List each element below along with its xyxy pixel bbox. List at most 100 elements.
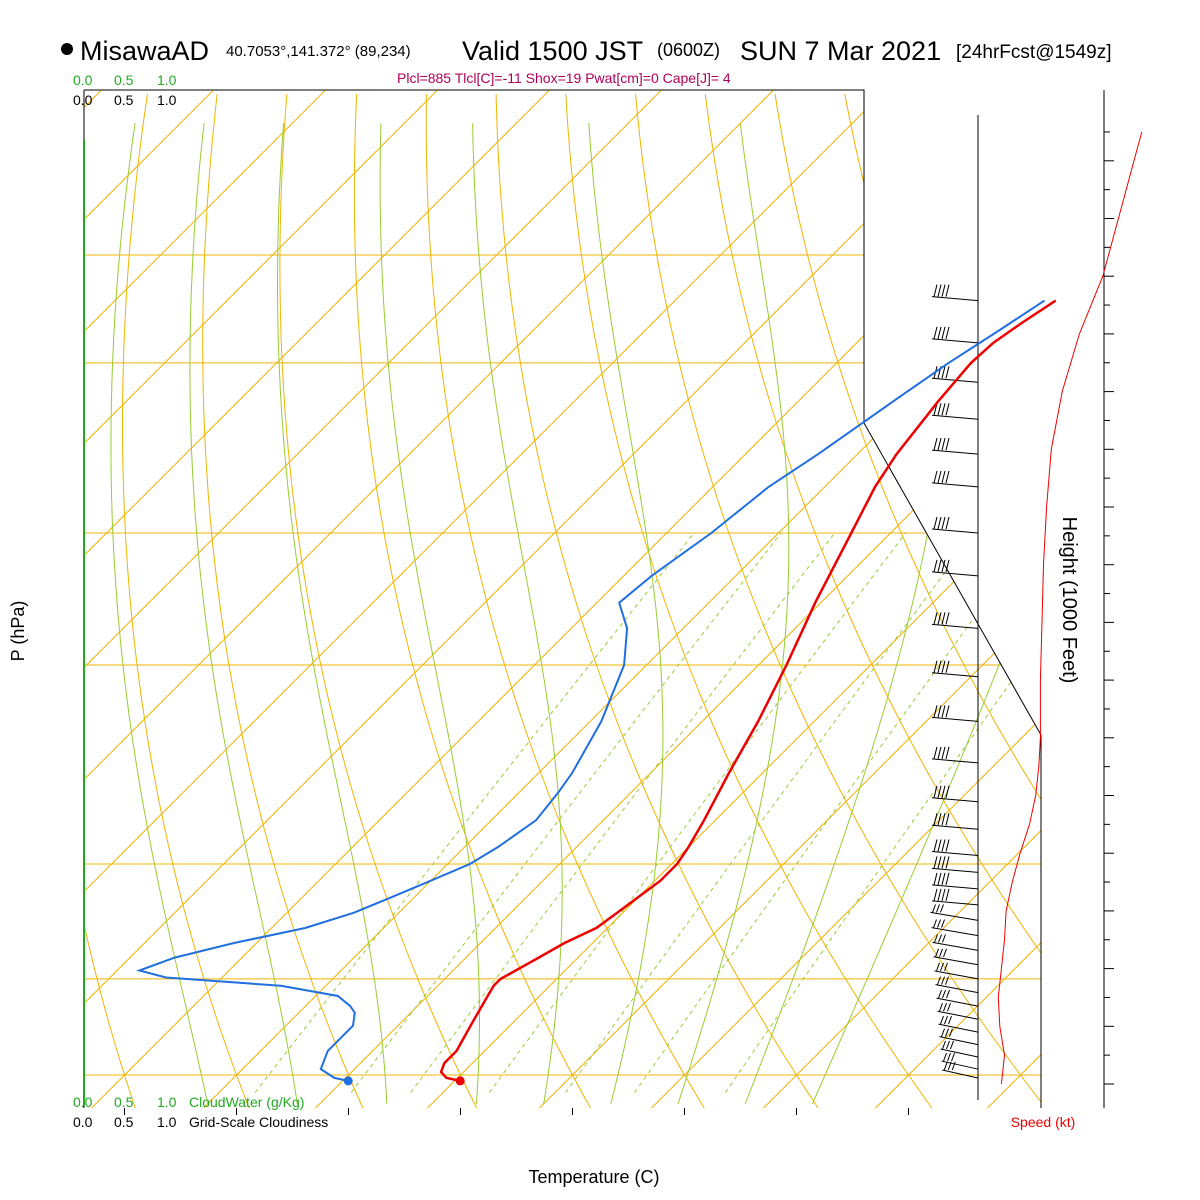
wind-barb-shaft [931,851,979,857]
wind-barb-flag [933,559,938,572]
wind-barb [931,470,979,488]
moist-adiabat-line [588,123,664,1105]
surface-temperature-marker [455,1076,465,1086]
wind-barb-flag [933,856,938,869]
wind-barb-flag [934,934,938,943]
isotherm-line [987,90,1041,1108]
wind-barb-shaft [931,900,979,906]
isotherm-line [84,90,662,1108]
wind-barb-flag [937,919,941,928]
wind-barb-flag [941,326,946,339]
wind-barb-flag [939,1003,943,1012]
wind-barb-flag [937,326,942,339]
wind-barb-flag [944,1015,948,1025]
wind-barb [931,872,979,890]
wind-barb-flag [940,962,944,972]
wind-barb-flag [933,839,938,852]
wind-barb-flag [937,516,942,530]
wind-barb-flag [945,612,950,625]
wind-barb-flag [936,904,940,913]
moist-adiabat-line [744,123,951,1105]
moist-adiabat-line [277,123,388,1104]
cloud-scale-bottom-green-2: 1.0 [157,1094,177,1110]
wind-barb-shaft [939,1036,979,1046]
wind-barb-shaft [936,997,979,1007]
wind-barb-flag [945,516,950,530]
station-name: MisawaAD [80,36,209,66]
wind-barb-flag [937,872,942,885]
wind-barb-shaft [931,528,979,534]
wind-barb-flag [935,948,939,957]
wind-barb-shaft [935,984,979,994]
isotherm-line [84,90,102,1108]
wind-barb-flag [941,839,946,852]
isotherm-line [763,90,1041,1108]
wind-barb-flag [937,976,941,985]
wind-barb-flag [945,660,950,673]
wind-barb-flag [941,403,946,416]
wind-barb [938,1015,979,1033]
profiles [136,131,1143,1086]
wind-barb [942,1061,979,1079]
dry-adiabat-line [425,93,705,1108]
moist-adiabat-line [110,123,209,1105]
wind-barb-flag [945,284,950,297]
wind-barb [937,1003,979,1020]
y-axis-title: P (hPa) [8,601,28,662]
cloud-scale-bottom-green-0: 0.0 [73,1094,93,1110]
station-dot-icon [61,43,73,55]
dry-adiabat-line [495,93,819,1108]
wind-barb [931,437,979,455]
moist-adiabat-line [472,123,563,1104]
wind-barb-flag [933,919,937,928]
isotherm-line [84,90,886,1108]
mixing-ratio-line [254,532,695,1093]
wind-barb-shaft [931,338,979,344]
valid-label: Valid 1500 JST [462,36,643,66]
moist-adiabat-line [189,123,298,1104]
cloud-scale-top-green-1: 0.5 [114,72,134,88]
wind-barb-flag [945,559,950,572]
plot-frame [83,89,1042,1108]
wind-barb-shaft [930,911,979,921]
wind-barb-flag [944,962,948,972]
wind-barb [939,1028,979,1046]
wind-barb-flag [943,1052,947,1062]
wind-barb-shaft [931,758,979,764]
wind-barb-shaft [931,414,979,420]
dry-adiabat-line [279,93,478,1108]
wind-barb [931,919,979,937]
wind-barb-flag [940,904,944,913]
wind-barb-flag [945,746,950,760]
wind-barb-shaft [931,482,979,488]
cloudiness-label: Grid-Scale Cloudiness [189,1114,328,1130]
wind-barb-flag [941,872,946,885]
mixing-ratio-line [565,532,975,1093]
wind-barb [934,962,979,980]
dry-adiabat-line [635,93,1041,1108]
wind-barb-flag [941,559,946,572]
dewpoint-profile [136,299,1046,1082]
dry-adiabat-line [84,93,136,1108]
wind-barb-flag [941,856,946,869]
wind-barb-flag [937,437,942,451]
dry-adiabat-line [704,93,1041,1108]
wind-barb-flag [937,559,942,572]
wind-barb-flag [937,746,942,760]
wind-barb-flag [937,888,942,901]
wind-barb-shaft [932,941,979,951]
wind-barb-flag [941,437,946,451]
wind-barb-flag [937,705,942,718]
wind-barb-flag [933,785,938,798]
mixing-ratio-line [350,532,782,1093]
wind-barb-flag [940,1015,944,1025]
cloud-scale-bottom: 0.0 0.5 1.0 CloudWater (g/Kg) 0.0 0.5 1.… [73,1094,328,1130]
wind-barb-flag [933,284,938,297]
wind-barb-flag [945,705,950,718]
wind-barb-flag [945,856,950,869]
dry-adiabat-line [122,93,250,1108]
dry-adiabat-line [983,93,1041,1108]
wind-barb-flag [941,516,946,530]
x-axis-title: Temperature (C) [528,1167,659,1187]
